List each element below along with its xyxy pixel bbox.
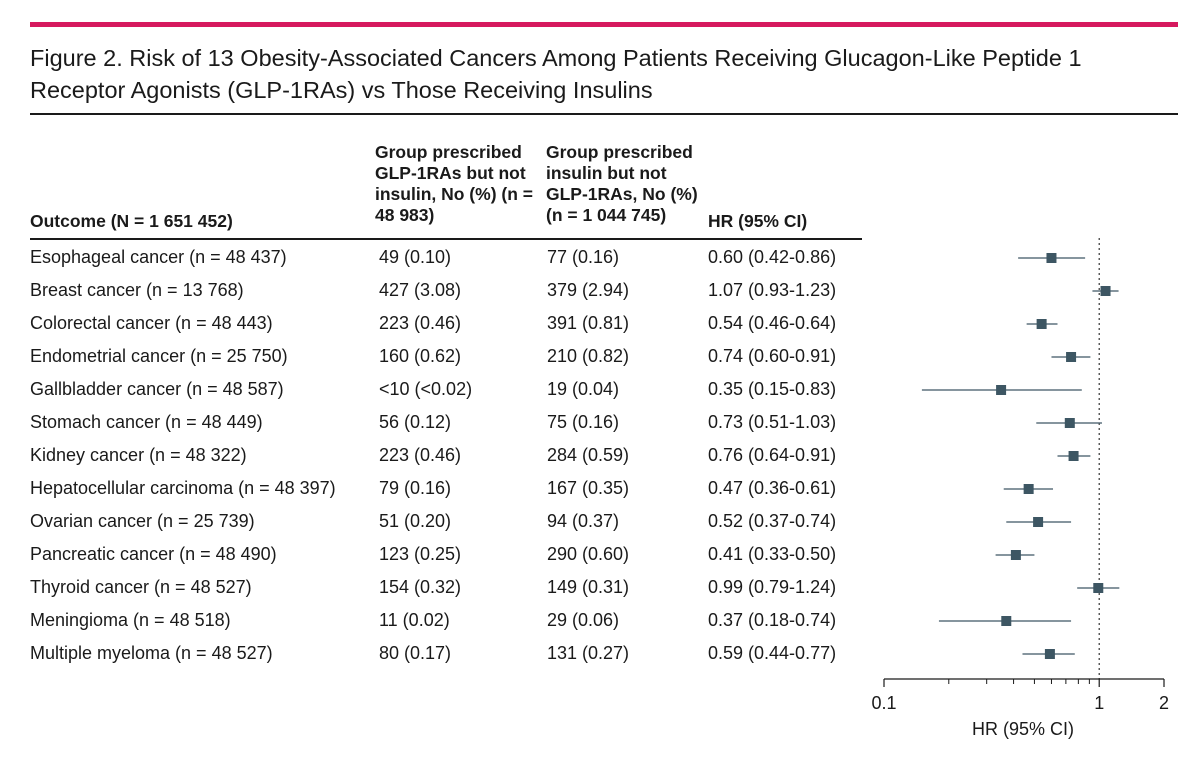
outcome-cell: Breast cancer (n = 13 768) (30, 280, 244, 300)
insulin-count-cell: 149 (0.31) (547, 577, 630, 597)
header-divider (30, 238, 862, 240)
hr-ci-cell: 0.54 (0.46-0.64) (708, 313, 837, 333)
glp1-count-cell: 56 (0.12) (379, 412, 452, 432)
hr-ci-cell: 0.47 (0.36-0.61) (708, 478, 837, 498)
glp1-count-cell: 11 (0.02) (379, 610, 450, 630)
table-row: Multiple myeloma (n = 48 527) 80 (0.17) 13… (30, 637, 870, 670)
hr-ci-cell: 0.37 (0.18-0.74) (708, 610, 837, 630)
glp1-count-cell: 223 (0.46) (379, 313, 462, 333)
hr-ci-cell: 0.73 (0.51-1.03) (708, 412, 837, 432)
insulin-count-cell: 29 (0.06) (547, 610, 620, 630)
outcome-cell: Ovarian cancer (n = 25 739) (30, 511, 255, 531)
glp1-count-cell: 223 (0.46) (379, 445, 462, 465)
glp1-count-cell: 427 (3.08) (379, 280, 462, 300)
table-row: Hepatocellular carcinoma (n = 48 397) 79 … (30, 472, 870, 505)
table-row: Stomach cancer (n = 48 449) 56 (0.12) 75 (… (30, 406, 870, 439)
hr-point-marker (1100, 286, 1111, 296)
outcome-cell: Kidney cancer (n = 48 322) (30, 445, 247, 465)
hr-point-marker (1001, 616, 1012, 626)
glp1-count-cell: 123 (0.25) (379, 544, 462, 564)
hr-ci-cell: 0.52 (0.37-0.74) (708, 511, 837, 531)
insulin-count-cell: 391 (0.81) (547, 313, 630, 333)
table-row: Endometrial cancer (n = 25 750) 160 (0.62… (30, 340, 870, 373)
hr-ci-cell: 0.60 (0.42-0.86) (708, 247, 837, 267)
glp1-count-cell: 51 (0.20) (379, 511, 452, 531)
header-glp1-group: Group prescribed GLP-1RAs but not insuli… (375, 142, 533, 225)
hr-point-marker (1036, 319, 1047, 329)
insulin-count-cell: 19 (0.04) (547, 379, 620, 399)
glp1-count-cell: 80 (0.17) (379, 643, 452, 663)
table-row: Meningioma (n = 48 518) 11 (0.02) 29 (0.06… (30, 604, 870, 637)
table-row: Thyroid cancer (n = 48 527) 154 (0.32) 149… (30, 571, 870, 604)
hr-point-marker (1023, 484, 1034, 494)
glp1-count-cell: <10 (<0.02) (379, 379, 473, 399)
hr-point-marker (996, 385, 1007, 395)
table-row: Ovarian cancer (n = 25 739) 51 (0.20) 94 (… (30, 505, 870, 538)
table-row: Pancreatic cancer (n = 48 490) 123 (0.25)… (30, 538, 870, 571)
hr-ci-cell: 0.99 (0.79-1.24) (708, 577, 837, 597)
header-outcome: Outcome (N = 1 651 452) (30, 211, 233, 231)
hr-point-marker (1064, 418, 1075, 428)
insulin-count-cell: 75 (0.16) (547, 412, 620, 432)
insulin-count-cell: 284 (0.59) (547, 445, 630, 465)
table-row: Breast cancer (n = 13 768) 427 (3.08) 379 … (30, 274, 870, 307)
header-insulin-group: Group prescribed insulin but not GLP-1RA… (546, 142, 698, 225)
title-divider (30, 113, 1178, 115)
hr-ci-cell: 0.35 (0.15-0.83) (708, 379, 837, 399)
table-row: Gallbladder cancer (n = 48 587) <10 (<0.0… (30, 373, 870, 406)
x-axis-label: HR (95% CI) (972, 719, 1074, 739)
table-row: Esophageal cancer (n = 48 437) 49 (0.10) 7… (30, 241, 870, 274)
outcome-cell: Gallbladder cancer (n = 48 587) (30, 379, 284, 399)
outcome-cell: Meningioma (n = 48 518) (30, 610, 231, 630)
glp1-count-cell: 154 (0.32) (379, 577, 462, 597)
glp1-count-cell: 79 (0.16) (379, 478, 452, 498)
x-tick-label: 0.1 (871, 693, 896, 713)
insulin-count-cell: 210 (0.82) (547, 346, 630, 366)
hr-point-marker (1093, 583, 1104, 593)
insulin-count-cell: 167 (0.35) (547, 478, 630, 498)
hr-ci-cell: 1.07 (0.93-1.23) (708, 280, 837, 300)
x-tick-label: 1 (1094, 693, 1104, 713)
x-tick-label: 2 (1159, 693, 1169, 713)
hr-ci-cell: 0.59 (0.44-0.77) (708, 643, 837, 663)
insulin-count-cell: 77 (0.16) (547, 247, 620, 267)
outcome-cell: Multiple myeloma (n = 48 527) (30, 643, 273, 663)
outcome-cell: Endometrial cancer (n = 25 750) (30, 346, 288, 366)
accent-bar (30, 22, 1178, 27)
outcome-cell: Stomach cancer (n = 48 449) (30, 412, 263, 432)
insulin-count-cell: 379 (2.94) (547, 280, 630, 300)
hr-ci-cell: 0.74 (0.60-0.91) (708, 346, 837, 366)
header-hr: HR (95% CI) (708, 211, 808, 231)
hr-point-marker (1044, 649, 1055, 659)
hr-point-marker (1010, 550, 1021, 560)
hr-point-marker (1068, 451, 1079, 461)
outcome-cell: Esophageal cancer (n = 48 437) (30, 247, 287, 267)
glp1-count-cell: 160 (0.62) (379, 346, 462, 366)
figure-title: Figure 2. Risk of 13 Obesity-Associated … (30, 45, 1082, 103)
insulin-count-cell: 94 (0.37) (547, 511, 620, 531)
outcome-cell: Colorectal cancer (n = 48 443) (30, 313, 273, 333)
table-row: Colorectal cancer (n = 48 443) 223 (0.46)… (30, 307, 870, 340)
hr-point-marker (1033, 517, 1044, 527)
table-row: Kidney cancer (n = 48 322) 223 (0.46) 284 … (30, 439, 870, 472)
hr-point-marker (1066, 352, 1077, 362)
hr-ci-cell: 0.76 (0.64-0.91) (708, 445, 837, 465)
insulin-count-cell: 131 (0.27) (547, 643, 630, 663)
glp1-count-cell: 49 (0.10) (379, 247, 452, 267)
hr-ci-cell: 0.41 (0.33-0.50) (708, 544, 837, 564)
hr-point-marker (1046, 253, 1057, 263)
outcome-cell: Pancreatic cancer (n = 48 490) (30, 544, 277, 564)
insulin-count-cell: 290 (0.60) (547, 544, 630, 564)
outcome-cell: Thyroid cancer (n = 48 527) (30, 577, 252, 597)
outcome-cell: Hepatocellular carcinoma (n = 48 397) (30, 478, 336, 498)
